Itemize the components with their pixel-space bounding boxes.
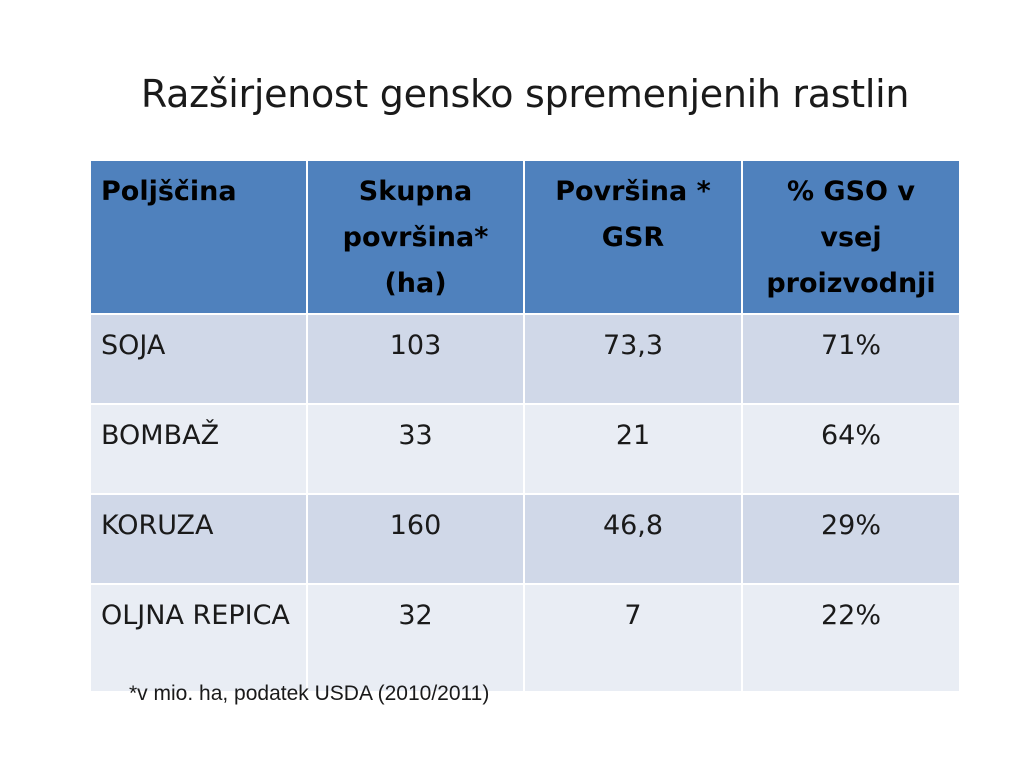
cell-gm-area: 73,3 <box>523 313 743 405</box>
cell-total-area: 103 <box>306 313 525 405</box>
cell-total-area: 33 <box>306 403 525 495</box>
header-total-area: Skupna površina* (ha) <box>306 159 525 315</box>
cell-gm-area: 7 <box>523 583 743 693</box>
table-row: KORUZA 160 46,8 29% <box>89 493 961 585</box>
table-row: BOMBAŽ 33 21 64% <box>89 403 961 495</box>
footnote: *v mio. ha, podatek USDA (2010/2011) <box>129 682 490 705</box>
cell-total-area: 32 <box>306 583 525 693</box>
cell-total-area: 160 <box>306 493 525 585</box>
cell-gmo-share: 71% <box>741 313 961 405</box>
header-gmo-share: % GSO v vsej proizvodnji <box>741 159 961 315</box>
cell-crop: KORUZA <box>89 493 308 585</box>
header-crop: Poljščina <box>89 159 308 315</box>
table-row: OLJNA REPICA 32 7 22% <box>89 583 961 693</box>
cell-gmo-share: 29% <box>741 493 961 585</box>
cell-crop: OLJNA REPICA <box>89 583 308 693</box>
cell-gm-area: 46,8 <box>523 493 743 585</box>
table-row: SOJA 103 73,3 71% <box>89 313 961 405</box>
header-gm-area: Površina * GSR <box>523 159 743 315</box>
cell-gmo-share: 22% <box>741 583 961 693</box>
cell-gm-area: 21 <box>523 403 743 495</box>
cell-crop: BOMBAŽ <box>89 403 308 495</box>
slide-title: Razširjenost gensko spremenjenih rastlin <box>140 72 910 116</box>
cell-gmo-share: 64% <box>741 403 961 495</box>
crop-table: Poljščina Skupna površina* (ha) Površina… <box>89 159 961 693</box>
table-header-row: Poljščina Skupna površina* (ha) Površina… <box>89 159 961 315</box>
cell-crop: SOJA <box>89 313 308 405</box>
